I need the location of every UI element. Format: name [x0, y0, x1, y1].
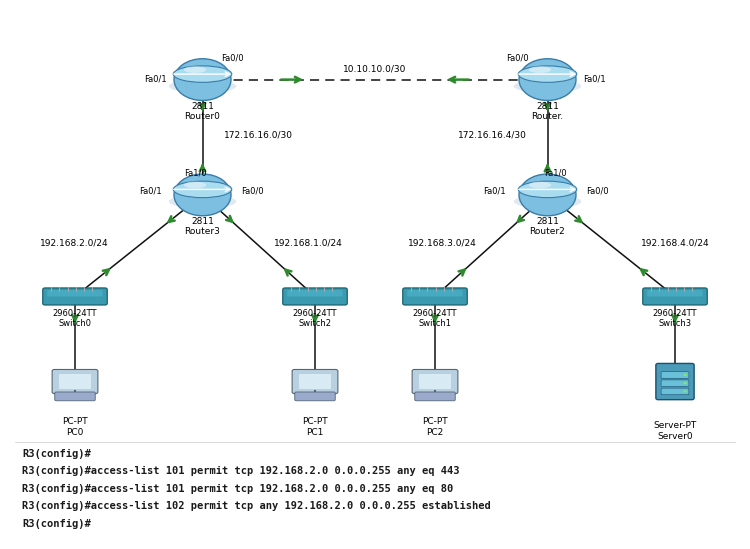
Ellipse shape — [173, 181, 232, 198]
FancyBboxPatch shape — [43, 288, 107, 305]
FancyBboxPatch shape — [662, 388, 689, 395]
Text: Fa0/1: Fa0/1 — [144, 74, 166, 83]
Text: R3(config)#access-list 101 permit tcp 192.168.2.0 0.0.0.255 any eq 80: R3(config)#access-list 101 permit tcp 19… — [22, 484, 454, 494]
Text: Fa1/0: Fa1/0 — [184, 169, 206, 177]
Ellipse shape — [184, 66, 206, 73]
Text: Fa0/0: Fa0/0 — [221, 53, 244, 62]
FancyBboxPatch shape — [53, 369, 98, 394]
FancyBboxPatch shape — [47, 290, 103, 296]
Circle shape — [519, 174, 576, 216]
Ellipse shape — [518, 181, 577, 198]
Text: 192.168.1.0/24: 192.168.1.0/24 — [274, 238, 343, 248]
Text: 2960-24TT
Switch2: 2960-24TT Switch2 — [292, 309, 338, 328]
Ellipse shape — [514, 80, 581, 93]
Ellipse shape — [529, 182, 551, 188]
FancyBboxPatch shape — [662, 372, 689, 378]
Text: R3(config)#: R3(config)# — [22, 519, 92, 529]
Ellipse shape — [514, 195, 581, 209]
Text: R3(config)#access-list 101 permit tcp 192.168.2.0 0.0.0.255 any eq 443: R3(config)#access-list 101 permit tcp 19… — [22, 466, 460, 476]
Text: 2811
Router3: 2811 Router3 — [184, 217, 220, 237]
Ellipse shape — [173, 66, 232, 82]
Ellipse shape — [184, 182, 206, 188]
Circle shape — [174, 174, 231, 216]
Circle shape — [684, 374, 687, 376]
Text: Server-PT
Server0: Server-PT Server0 — [653, 421, 697, 441]
FancyBboxPatch shape — [295, 392, 335, 401]
Text: Fa0/0: Fa0/0 — [586, 186, 609, 195]
FancyBboxPatch shape — [647, 290, 703, 296]
Ellipse shape — [169, 80, 236, 93]
Text: 2811
Router2: 2811 Router2 — [530, 217, 566, 237]
FancyBboxPatch shape — [656, 363, 694, 400]
Text: R3(config)#: R3(config)# — [22, 449, 92, 458]
Text: 2960-24TT
Switch3: 2960-24TT Switch3 — [652, 309, 698, 328]
FancyBboxPatch shape — [415, 392, 455, 401]
Text: 172.16.16.0/30: 172.16.16.0/30 — [224, 130, 292, 139]
Text: Fa0/1: Fa0/1 — [139, 186, 161, 195]
Text: PC-PT
PC0: PC-PT PC0 — [62, 417, 88, 437]
Text: 2811
Router.: 2811 Router. — [532, 102, 563, 121]
FancyBboxPatch shape — [283, 288, 347, 305]
Text: PC-PT
PC2: PC-PT PC2 — [422, 417, 448, 437]
Text: Fa1/0: Fa1/0 — [544, 169, 566, 177]
Text: 192.168.2.0/24: 192.168.2.0/24 — [40, 238, 109, 248]
Text: Fa0/1: Fa0/1 — [484, 186, 506, 195]
FancyBboxPatch shape — [662, 380, 689, 386]
FancyBboxPatch shape — [55, 392, 95, 401]
Ellipse shape — [529, 66, 551, 73]
FancyBboxPatch shape — [292, 369, 338, 394]
Text: Fa0/1: Fa0/1 — [584, 74, 606, 83]
Text: 192.168.3.0/24: 192.168.3.0/24 — [407, 238, 476, 248]
FancyBboxPatch shape — [407, 290, 463, 296]
Circle shape — [684, 390, 687, 393]
Ellipse shape — [169, 195, 236, 209]
Circle shape — [519, 59, 576, 100]
FancyBboxPatch shape — [287, 290, 343, 296]
FancyBboxPatch shape — [59, 374, 92, 389]
Text: 2960-24TT
Switch1: 2960-24TT Switch1 — [413, 309, 458, 328]
Text: 2960-24TT
Switch0: 2960-24TT Switch0 — [53, 309, 98, 328]
FancyBboxPatch shape — [419, 374, 452, 389]
Text: R3(config)#access-list 102 permit tcp any 192.168.2.0 0.0.0.255 established: R3(config)#access-list 102 permit tcp an… — [22, 501, 491, 511]
Text: 192.168.4.0/24: 192.168.4.0/24 — [641, 238, 710, 248]
Ellipse shape — [518, 66, 577, 82]
Text: Fa0/0: Fa0/0 — [506, 53, 529, 62]
FancyBboxPatch shape — [643, 288, 707, 305]
FancyBboxPatch shape — [413, 369, 458, 394]
FancyBboxPatch shape — [298, 374, 331, 389]
Text: Fa0/0: Fa0/0 — [242, 186, 264, 195]
Text: 2811
Router0: 2811 Router0 — [184, 102, 220, 121]
Text: PC-PT
PC1: PC-PT PC1 — [302, 417, 328, 437]
Circle shape — [684, 382, 687, 384]
Text: 172.16.16.4/30: 172.16.16.4/30 — [458, 130, 526, 139]
Text: 10.10.10.0/30: 10.10.10.0/30 — [344, 64, 406, 73]
Circle shape — [174, 59, 231, 100]
FancyBboxPatch shape — [403, 288, 467, 305]
